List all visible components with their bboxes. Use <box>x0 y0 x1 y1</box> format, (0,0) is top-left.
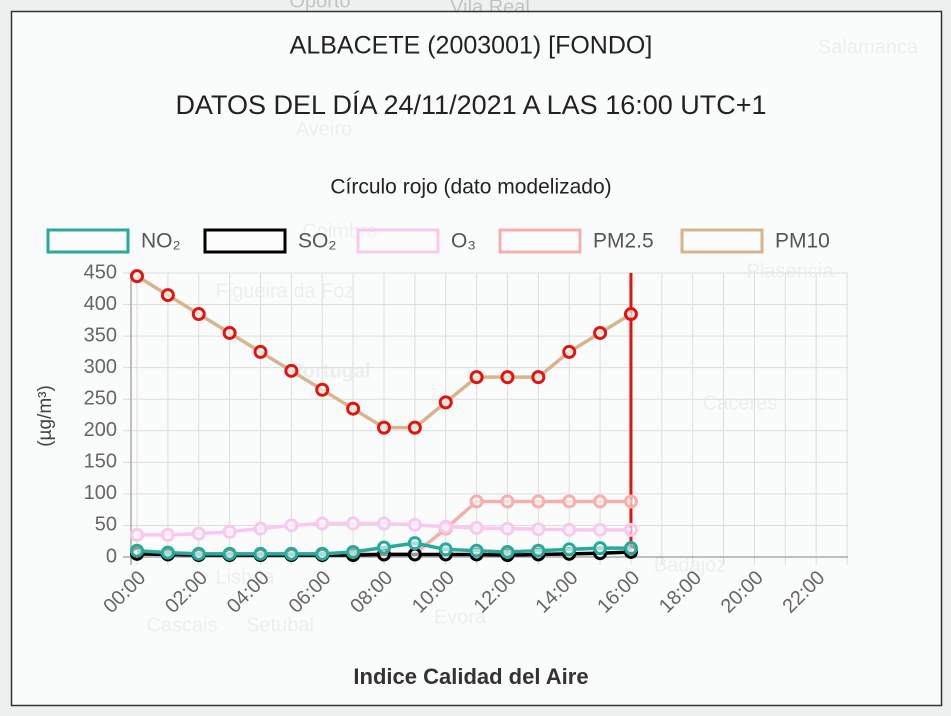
y-tick-label: 400 <box>84 293 117 315</box>
data-point <box>253 521 268 536</box>
data-point <box>469 370 484 385</box>
legend-label: NO₂ <box>141 230 181 253</box>
annotation: Círculo rojo (dato modelizado) <box>330 176 611 199</box>
data-point <box>407 547 422 562</box>
data-point <box>531 522 546 537</box>
legend-swatch <box>46 228 130 254</box>
data-point <box>562 542 577 557</box>
data-point <box>346 544 361 559</box>
legend-label: SO₂ <box>298 230 337 253</box>
data-point <box>160 288 175 303</box>
data-point <box>130 543 144 558</box>
legend-swatch <box>498 228 582 254</box>
data-point <box>623 541 638 556</box>
y-tick-label: 200 <box>84 419 117 441</box>
y-axis-label: (µg/m³) <box>35 385 56 447</box>
data-point <box>284 518 299 533</box>
y-tick-label: 0 <box>106 545 117 567</box>
data-point <box>222 524 237 539</box>
y-tick-label: 350 <box>84 324 117 346</box>
data-point <box>407 517 422 532</box>
data-point <box>346 401 361 416</box>
data-point <box>376 420 391 435</box>
data-point <box>407 536 422 551</box>
data-point <box>438 542 453 557</box>
data-point <box>500 370 515 385</box>
data-point <box>593 494 608 509</box>
data-point <box>623 522 638 537</box>
data-point <box>315 546 330 561</box>
data-point <box>623 307 638 322</box>
legend-label: PM10 <box>775 230 830 253</box>
data-point <box>160 527 175 542</box>
y-tick-label: 150 <box>84 451 117 473</box>
data-point <box>469 543 484 558</box>
data-point <box>593 522 608 537</box>
data-point <box>531 370 546 385</box>
data-point <box>253 546 268 561</box>
data-point <box>346 516 361 531</box>
y-tick-label: 300 <box>84 356 117 378</box>
legend-swatch <box>203 228 287 254</box>
data-point <box>500 494 515 509</box>
data-point <box>593 325 608 340</box>
data-point <box>500 521 515 536</box>
data-point <box>376 516 391 531</box>
data-point <box>315 382 330 397</box>
data-point <box>469 520 484 535</box>
chart-subtitle: DATOS DEL DÍA 24/11/2021 A LAS 16:00 UTC… <box>175 90 766 120</box>
data-point <box>469 494 484 509</box>
legend-swatch <box>356 228 440 254</box>
data-point <box>222 325 237 340</box>
data-point <box>191 546 206 561</box>
chart-title: ALBACETE (2003001) [FONDO] <box>290 32 653 60</box>
data-point <box>562 522 577 537</box>
data-point <box>253 344 268 359</box>
data-point <box>438 395 453 410</box>
data-point <box>407 420 422 435</box>
data-point <box>562 344 577 359</box>
data-point <box>593 541 608 556</box>
map-label: Oporto <box>289 0 350 12</box>
y-tick-label: 100 <box>84 482 117 504</box>
data-point <box>284 546 299 561</box>
data-point <box>500 544 515 559</box>
data-point <box>130 269 144 284</box>
data-point <box>191 307 206 322</box>
legend-label: O₃ <box>451 230 476 253</box>
legend-label: PM2.5 <box>593 230 654 253</box>
data-point <box>315 516 330 531</box>
y-tick-label: 50 <box>95 514 117 536</box>
data-point <box>531 543 546 558</box>
y-tick-label: 450 <box>84 261 117 283</box>
data-point <box>531 494 546 509</box>
data-point <box>191 526 206 541</box>
data-point <box>376 540 391 555</box>
data-point <box>160 545 175 560</box>
x-axis-label: Indice Calidad del Aire <box>353 664 588 689</box>
data-point <box>222 546 237 561</box>
data-point <box>562 494 577 509</box>
data-point <box>623 494 638 509</box>
y-tick-label: 250 <box>84 388 117 410</box>
data-point <box>438 519 453 534</box>
legend-swatch <box>680 228 764 254</box>
data-point <box>130 527 144 542</box>
data-point <box>284 363 299 378</box>
